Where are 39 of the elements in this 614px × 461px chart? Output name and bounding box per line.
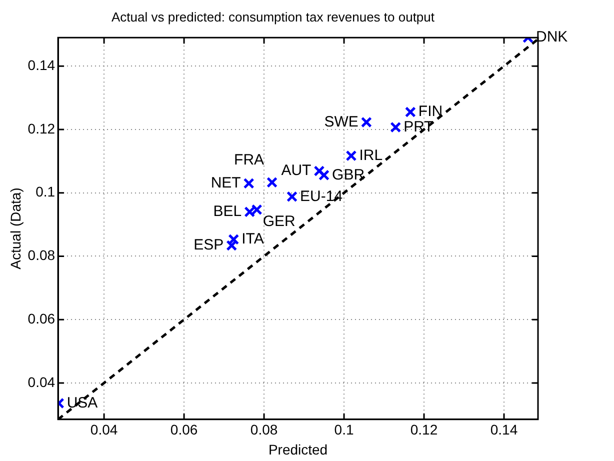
point [266,176,278,188]
chart-title: Actual vs predicted: consumption tax revenues to output [111,9,435,24]
x-axis-title: Predicted [268,441,328,458]
y-tick-label: 0.08 [28,247,56,264]
annotation: FRA [234,152,264,169]
x-tick-label: 0.12 [410,422,438,438]
annotation: GBR [332,166,365,184]
x-tick-label: 0.04 [90,422,118,438]
annotation: AUT [281,162,312,180]
annotation: GER [262,212,296,230]
point [286,191,298,202]
point [243,178,254,189]
y-tick-label: 0.06 [28,310,56,326]
y-axis-title: Actual (Data) [7,188,24,270]
annotation: EU-14 [300,188,343,205]
annotation: BEL [213,203,242,220]
y-tick-label: 0.14 [28,56,56,73]
x-tick-label: 0.08 [250,422,278,438]
point [390,122,402,133]
annotation: NET [210,174,241,192]
x-tick-label: 0.1 [334,422,354,438]
y-tick-label: 0.04 [28,374,56,390]
annotation: FIN [418,103,443,120]
point [244,206,256,218]
point [360,116,372,128]
annotation: DNK [536,28,568,46]
annotation: IRL [359,146,383,164]
annotation: SWE [324,113,358,130]
point [314,166,325,176]
point [251,204,262,216]
point [318,170,330,181]
point [404,106,416,118]
x-tick-label: 0.06 [170,422,198,438]
y-tick-label: 0.12 [28,120,56,136]
point [346,150,357,162]
annotation: ESP [194,236,224,254]
annotation: ITA [242,230,264,248]
y-tick-label: 0.1 [36,184,56,200]
x-tick-label: 0.14 [490,422,518,438]
